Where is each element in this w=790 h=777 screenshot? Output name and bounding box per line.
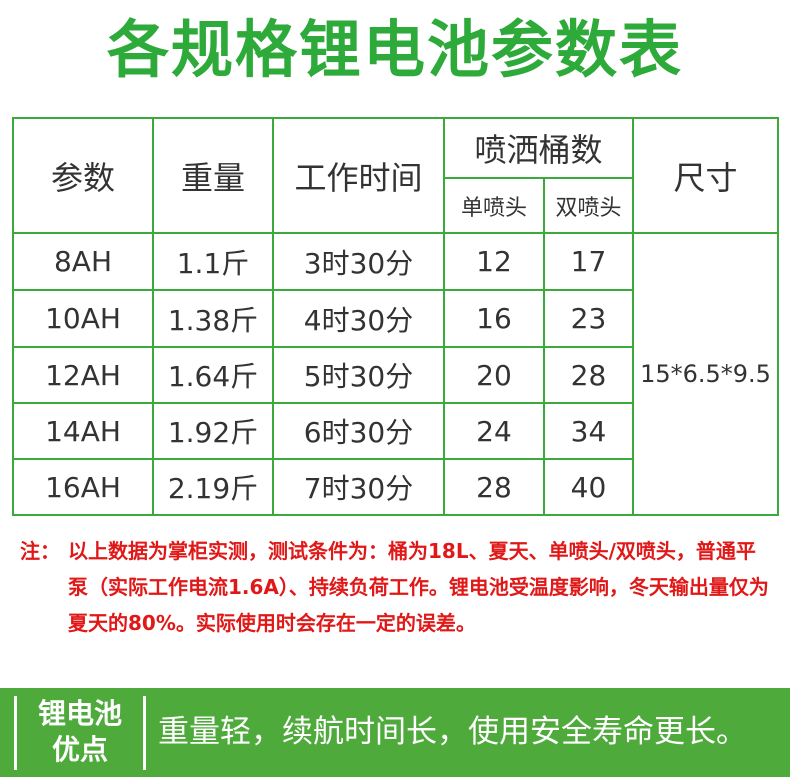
- badge-line: 优点: [51, 733, 108, 766]
- table-cell: 2.19斤: [152, 458, 274, 516]
- table-cell: 17: [543, 232, 634, 291]
- table-row: 8AH 1.1斤 3时30分 12 17 15*6.5*9.5: [12, 232, 779, 516]
- badge-line: 锂电池: [37, 697, 122, 730]
- table-cell: 24: [443, 402, 545, 460]
- table-cell: 16AH: [12, 458, 154, 516]
- table-cell: 1.92斤: [152, 402, 274, 460]
- table-cell: 12AH: [12, 346, 154, 404]
- table-cell: 16: [443, 289, 545, 348]
- table-cell: 7时30分: [272, 458, 445, 516]
- table-row: 14AH 1.92斤 6时30分 24 34: [12, 402, 778, 460]
- table-cell: 4时30分: [272, 289, 445, 348]
- table-cell: 10AH: [12, 289, 154, 348]
- table-cell: 34: [543, 402, 634, 460]
- spec-table: 参数 重量 工作时间 喷洒桶数 尺寸 单喷头 双喷头 8AH 1.1斤 3时30分 1…: [12, 117, 779, 516]
- table-body: 参数 重量 工作时间 喷洒桶数 尺寸 单喷头 双喷头 8AH 1.1斤 3时30分 1…: [12, 117, 779, 516]
- table-row: 16AH 2.19斤 7时30分 28 40: [12, 458, 778, 516]
- table-cell: 28: [443, 458, 545, 516]
- table-cell: 6时30分: [272, 402, 445, 460]
- table-cell: 23: [543, 289, 634, 348]
- header-cell: 工作时间: [272, 117, 445, 234]
- table-row: 12AH 1.64斤 5时30分 20 28: [12, 346, 778, 404]
- note-label: 注：: [20, 539, 60, 563]
- table-cell: 1.38斤: [152, 289, 274, 348]
- table-cell: 5时30分: [272, 346, 445, 404]
- subheader-cell: 双喷头: [543, 177, 634, 234]
- table-cell: 1.64斤: [152, 346, 274, 404]
- header-cell: 参数: [12, 117, 154, 234]
- table-cell: 20: [443, 346, 545, 404]
- header-cell: 喷洒桶数: [443, 117, 634, 179]
- table-cell: 1.1斤: [152, 232, 274, 291]
- table-cell: 40: [543, 458, 634, 516]
- header-cell: 重量: [152, 117, 274, 234]
- table-cell: 14AH: [12, 402, 154, 460]
- header-cell: 尺寸: [632, 117, 779, 234]
- note-text: 以上数据为掌柜实测，测试条件为：桶为18L、夏天、单喷头/双喷头，普通平泵（实际…: [68, 539, 769, 635]
- badge: 锂电池 优点: [14, 696, 146, 770]
- table-cell: 8AH: [12, 232, 154, 291]
- table-cell: 3时30分: [272, 232, 445, 291]
- subheader-cell: 单喷头: [443, 177, 545, 234]
- table-row: 10AH 1.38斤 4时30分 16 23: [12, 289, 778, 348]
- size-cell: 15*6.5*9.5: [632, 232, 779, 516]
- table-cell: 12: [443, 232, 545, 291]
- footer: 锂电池 优点 重量轻，续航时间长，使用安全寿命更长。: [0, 688, 790, 777]
- note: 注： 以上数据为掌柜实测，测试条件为：桶为18L、夏天、单喷头/双喷头，普通平泵…: [20, 533, 775, 641]
- table-cell: 28: [543, 346, 634, 404]
- footer-text: 重量轻，续航时间长，使用安全寿命更长。: [158, 714, 747, 750]
- title: 各规格锂电池参数表: [106, 13, 683, 86]
